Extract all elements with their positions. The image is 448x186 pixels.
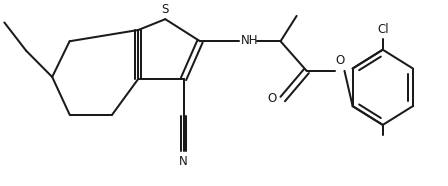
Text: O: O (336, 54, 345, 67)
Text: Cl: Cl (377, 23, 388, 36)
Text: N: N (179, 155, 188, 169)
Text: NH: NH (241, 34, 258, 47)
Text: S: S (162, 3, 169, 16)
Text: O: O (267, 92, 276, 105)
